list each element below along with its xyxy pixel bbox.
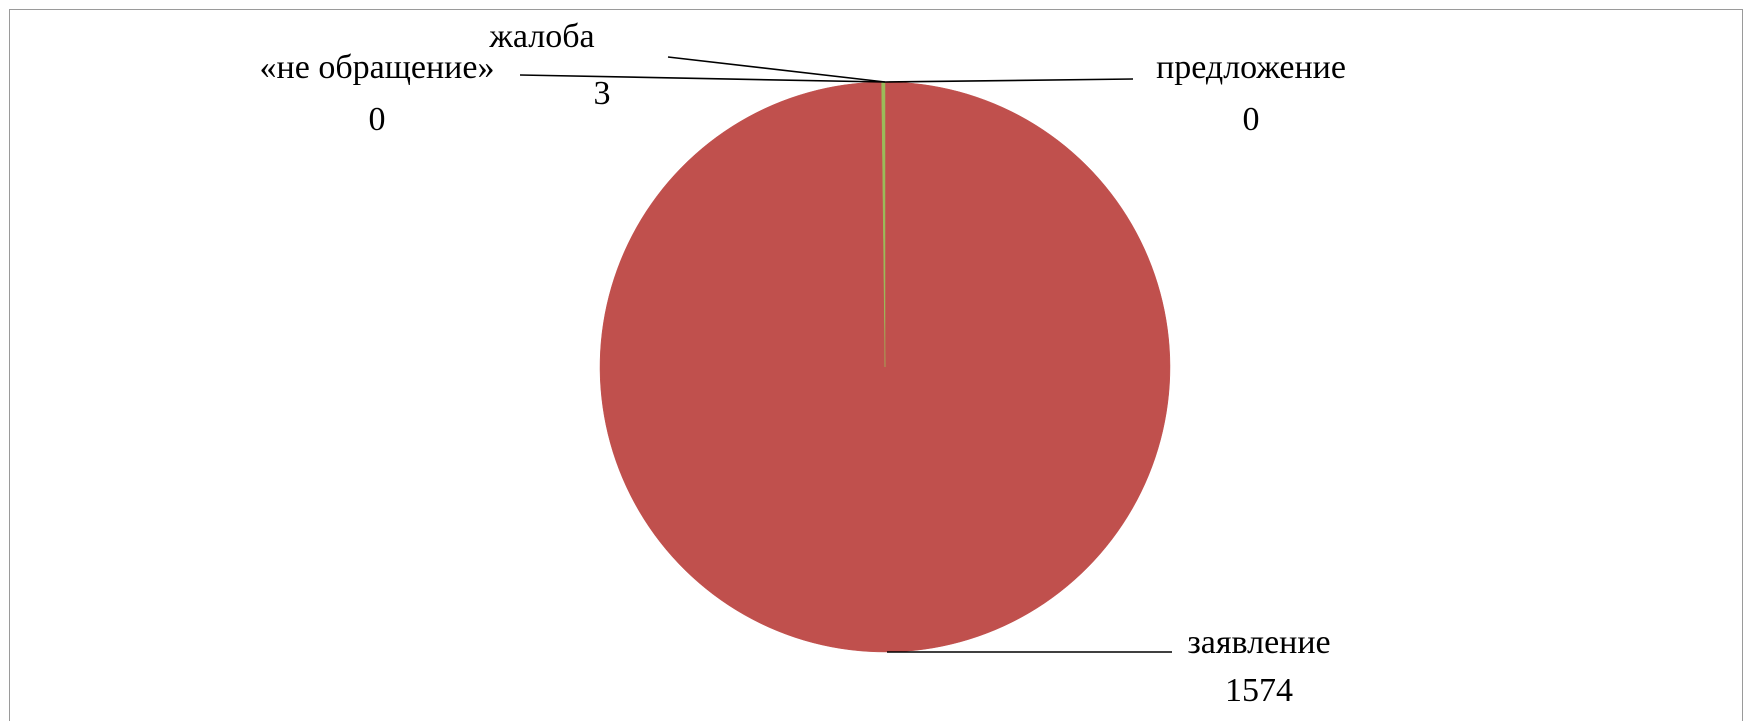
data-labels: жалоба 3 предложение 0 «не обращение» 0 … (260, 18, 1346, 709)
leader-line-predlozhenie (884, 78, 1134, 83)
label-value-zayavlenie: 1574 (1225, 672, 1293, 709)
leader-line-ne-obrashchenie (519, 74, 886, 83)
label-name-zhaloba: жалоба (488, 18, 594, 55)
pie-slices (599, 81, 1171, 653)
leader-line-zhaloba (667, 56, 886, 83)
label-name-ne-obrashchenie: «не обращение» (260, 49, 495, 86)
label-value-ne-obrashchenie: 0 (369, 101, 386, 138)
chart-frame (9, 9, 1743, 721)
label-name-zayavlenie: заявление (1187, 624, 1330, 661)
leader-lines (519, 56, 1172, 653)
label-value-zhaloba: 3 (594, 75, 611, 112)
label-name-predlozhenie: предложение (1156, 49, 1346, 86)
label-value-predlozhenie: 0 (1243, 101, 1260, 138)
